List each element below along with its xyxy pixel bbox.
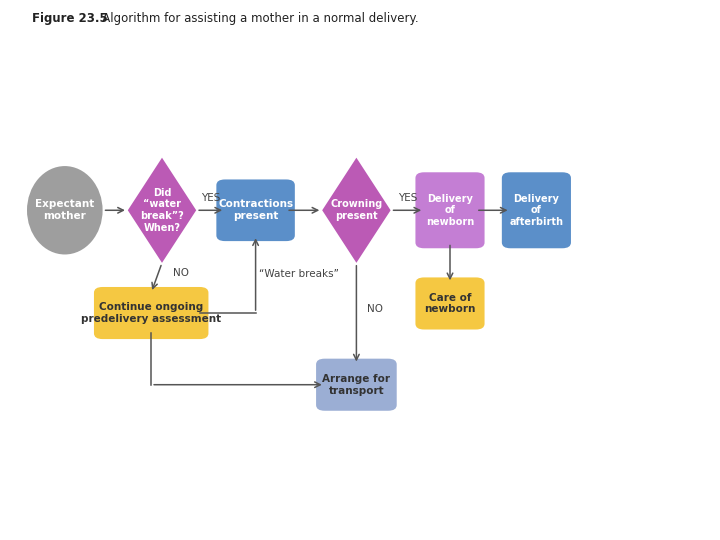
- Text: “Water breaks”: “Water breaks”: [259, 269, 339, 279]
- Text: Emergency Medical Responder: First on Scene, 10/e
|Christopher J. Le Baudour | J: Emergency Medical Responder: First on Sc…: [151, 498, 378, 519]
- Text: Copyright © 2016, 2011, 2006
by Pearson Education, Inc
All Rights Reserved: Copyright © 2016, 2011, 2006 by Pearson …: [461, 492, 590, 525]
- Text: NO: NO: [367, 304, 383, 314]
- FancyBboxPatch shape: [94, 287, 209, 339]
- Text: YES: YES: [201, 193, 220, 204]
- Text: YES: YES: [397, 193, 417, 204]
- FancyBboxPatch shape: [415, 278, 485, 329]
- Text: Arrange for
transport: Arrange for transport: [323, 374, 390, 395]
- Text: Contractions
present: Contractions present: [218, 199, 293, 221]
- Text: Delivery
of
afterbirth: Delivery of afterbirth: [510, 194, 563, 227]
- Polygon shape: [128, 158, 196, 263]
- Text: Delivery
of
newborn: Delivery of newborn: [426, 194, 474, 227]
- Text: Figure 23.5: Figure 23.5: [32, 12, 108, 25]
- Text: Algorithm for assisting a mother in a normal delivery.: Algorithm for assisting a mother in a no…: [91, 12, 419, 25]
- FancyBboxPatch shape: [415, 172, 485, 248]
- Ellipse shape: [27, 166, 102, 254]
- Text: ALWAYS LEARNING: ALWAYS LEARNING: [4, 502, 143, 516]
- Polygon shape: [323, 158, 390, 263]
- Text: PEARSON: PEARSON: [600, 500, 702, 518]
- FancyBboxPatch shape: [216, 179, 295, 241]
- Text: Did
“water
break”?
When?: Did “water break”? When?: [140, 188, 184, 233]
- Text: Care of
newborn: Care of newborn: [424, 293, 476, 314]
- FancyBboxPatch shape: [502, 172, 571, 248]
- Text: Expectant
mother: Expectant mother: [35, 199, 94, 221]
- FancyBboxPatch shape: [316, 359, 397, 411]
- Text: Crowning
present: Crowning present: [330, 199, 382, 221]
- Text: NO: NO: [173, 268, 189, 278]
- Text: Continue ongoing
predelivery assessment: Continue ongoing predelivery assessment: [81, 302, 221, 324]
